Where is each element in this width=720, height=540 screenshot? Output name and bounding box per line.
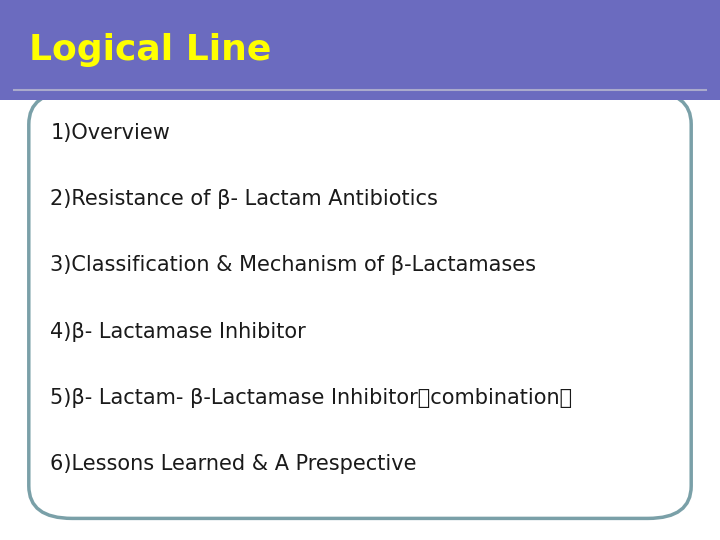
Text: 2)Resistance of β- Lactam Antibiotics: 2)Resistance of β- Lactam Antibiotics (50, 189, 438, 209)
FancyBboxPatch shape (29, 92, 691, 518)
Text: 4)β- Lactamase Inhibitor: 4)β- Lactamase Inhibitor (50, 321, 306, 341)
Text: 1)Overview: 1)Overview (50, 123, 170, 143)
Bar (0, 0, 720, 100)
Text: 3)Classification & Mechanism of β-Lactamases: 3)Classification & Mechanism of β-Lactam… (50, 255, 536, 275)
Text: 6)Lessons Learned & A Prespective: 6)Lessons Learned & A Prespective (50, 454, 417, 474)
Text: Logical Line: Logical Line (29, 33, 271, 67)
Text: 5)β- Lactam- β-Lactamase Inhibitor（combination）: 5)β- Lactam- β-Lactamase Inhibitor（combi… (50, 388, 572, 408)
